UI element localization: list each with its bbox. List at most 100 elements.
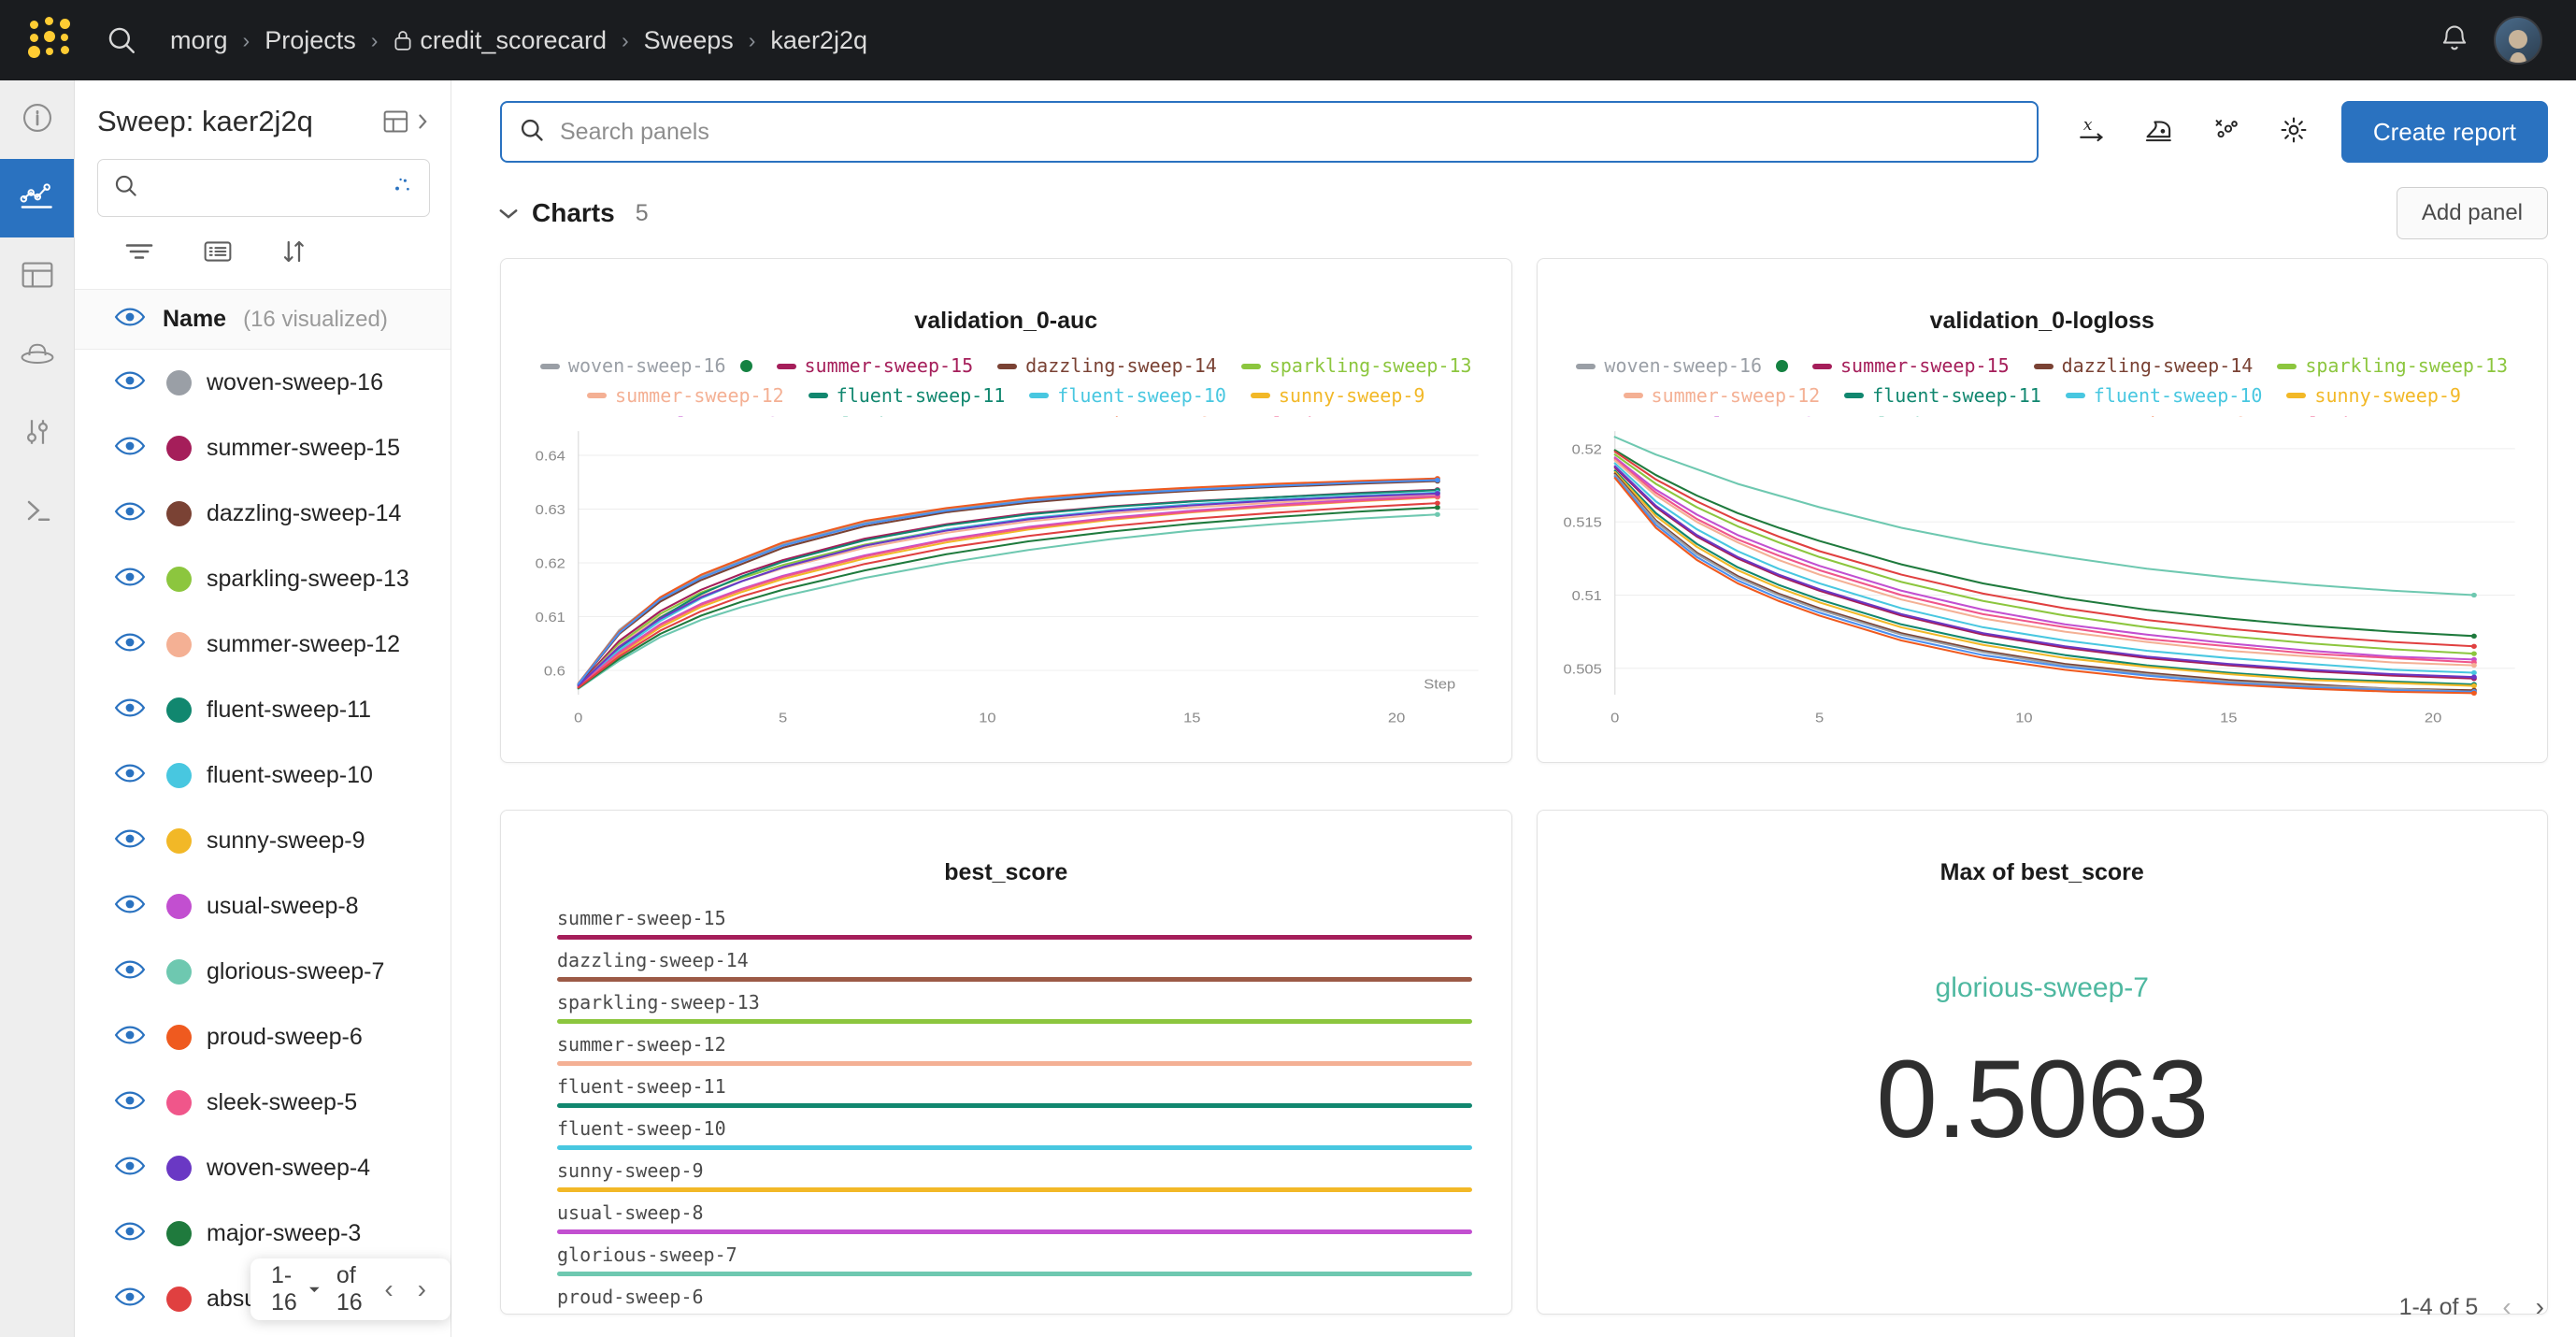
legend-item[interactable]: usual-sweep-8 bbox=[604, 410, 779, 417]
run-list-item[interactable]: summer-sweep-15 bbox=[75, 415, 451, 481]
run-list-item[interactable]: sunny-sweep-9 bbox=[75, 808, 451, 873]
gear-icon[interactable] bbox=[2278, 114, 2310, 151]
bar-chart-row[interactable]: usual-sweep-8 bbox=[557, 1201, 1472, 1234]
runs-list[interactable]: woven-sweep-16 summer-sweep-15 dazzling-sw… bbox=[75, 350, 451, 1337]
breadcrumb-item-project[interactable]: credit_scorecard bbox=[383, 22, 616, 59]
legend-item[interactable]: dazzling-sweep-14 bbox=[997, 352, 1217, 381]
panel-max-best-score[interactable]: Max of best_score glorious-sweep-7 0.506… bbox=[1536, 810, 2548, 1315]
run-list-item[interactable]: sparkling-sweep-13 bbox=[75, 546, 451, 611]
rail-item-charts[interactable] bbox=[0, 159, 74, 237]
run-list-item[interactable]: fluent-sweep-11 bbox=[75, 677, 451, 742]
sort-icon[interactable] bbox=[280, 237, 308, 270]
run-list-item[interactable]: woven-sweep-4 bbox=[75, 1135, 451, 1200]
legend-item[interactable]: usual-sweep-8 bbox=[1640, 410, 1815, 417]
panel-validation-auc[interactable]: validation_0-auc woven-sweep-16 summer-sw… bbox=[500, 258, 1512, 763]
eye-icon[interactable] bbox=[114, 567, 146, 592]
legend-item[interactable]: summer-sweep-15 bbox=[776, 352, 973, 381]
eye-icon[interactable] bbox=[114, 828, 146, 854]
runs-search-input[interactable] bbox=[150, 175, 439, 201]
eye-icon[interactable] bbox=[114, 632, 146, 657]
bar-chart-row[interactable]: summer-sweep-15 bbox=[557, 907, 1472, 940]
chevron-down-icon[interactable] bbox=[498, 201, 519, 225]
eye-icon[interactable] bbox=[114, 959, 146, 985]
run-list-item[interactable]: usual-sweep-8 bbox=[75, 873, 451, 939]
run-list-item[interactable]: dazzling-sweep-14 bbox=[75, 481, 451, 546]
run-list-item[interactable]: woven-sweep-16 bbox=[75, 350, 451, 415]
rail-item-console[interactable] bbox=[0, 473, 74, 552]
legend-item[interactable]: fluent-sweep-10 bbox=[1029, 381, 1226, 411]
eye-icon[interactable] bbox=[114, 1287, 146, 1312]
panel-search-input[interactable] bbox=[560, 118, 2020, 146]
filter-icon[interactable] bbox=[123, 239, 155, 268]
scatter-outliers-icon[interactable] bbox=[2211, 114, 2242, 151]
runs-page-range-dropdown[interactable]: 1-16 bbox=[271, 1262, 320, 1316]
legend-item[interactable]: sleek-sweep-5 bbox=[2269, 410, 2444, 417]
panel-search-box[interactable] bbox=[500, 101, 2039, 163]
iron-smooth-icon[interactable] bbox=[2143, 115, 2175, 150]
bar-chart-row[interactable]: sparkling-sweep-13 bbox=[557, 991, 1472, 1024]
legend-item[interactable]: sunny-sweep-9 bbox=[1250, 381, 1424, 411]
legend-item[interactable]: glorious-sweep-7 bbox=[1839, 410, 2047, 417]
legend-item[interactable]: woven-sweep-16 bbox=[1576, 352, 1788, 381]
add-panel-button[interactable]: Add panel bbox=[2396, 187, 2548, 239]
eye-icon[interactable] bbox=[114, 1221, 146, 1246]
eye-icon[interactable] bbox=[114, 1156, 146, 1181]
bar-chart-row[interactable]: fluent-sweep-11 bbox=[557, 1075, 1472, 1108]
eye-icon[interactable] bbox=[114, 1090, 146, 1115]
eye-icon[interactable] bbox=[114, 370, 146, 395]
runs-search-box[interactable] bbox=[97, 159, 439, 217]
breadcrumb-item-sweeps[interactable]: Sweeps bbox=[643, 25, 734, 54]
legend-item[interactable]: fluent-sweep-11 bbox=[808, 381, 1005, 411]
run-list-item[interactable]: summer-sweep-12 bbox=[75, 611, 451, 677]
legend-item[interactable]: summer-sweep-15 bbox=[1812, 352, 2010, 381]
legend-item[interactable]: fluent-sweep-11 bbox=[1844, 381, 2041, 411]
legend-item[interactable]: sparkling-sweep-13 bbox=[1240, 352, 1472, 381]
eye-icon[interactable] bbox=[114, 697, 146, 723]
chevron-left-icon[interactable]: ‹ bbox=[2502, 1292, 2512, 1321]
eye-icon[interactable] bbox=[114, 763, 146, 788]
panel-best-score[interactable]: best_score summer-sweep-15 dazzling-sweep… bbox=[500, 810, 1512, 1315]
chevron-right-icon[interactable]: › bbox=[2535, 1292, 2544, 1321]
bell-icon[interactable] bbox=[2440, 22, 2469, 59]
eye-icon[interactable] bbox=[114, 501, 146, 526]
legend-item[interactable]: dazzling-sweep-14 bbox=[2033, 352, 2253, 381]
x-axis-icon[interactable]: x bbox=[2076, 114, 2108, 151]
eye-icon[interactable] bbox=[114, 894, 146, 919]
run-list-item[interactable]: glorious-sweep-7 bbox=[75, 939, 451, 1004]
global-search-icon[interactable] bbox=[97, 16, 146, 65]
chevron-left-icon[interactable]: ‹ bbox=[384, 1274, 394, 1303]
panel-layout-icon[interactable] bbox=[382, 108, 430, 136]
rail-item-sweeps[interactable] bbox=[0, 316, 74, 395]
eye-icon[interactable] bbox=[114, 307, 146, 332]
legend-item[interactable]: summer-sweep-12 bbox=[1623, 381, 1820, 411]
legend-item[interactable]: proud-sweep-6 bbox=[1035, 410, 1209, 417]
legend-item[interactable]: summer-sweep-12 bbox=[587, 381, 784, 411]
rail-item-sliders[interactable] bbox=[0, 395, 74, 473]
avatar[interactable] bbox=[2494, 16, 2542, 65]
legend-item[interactable]: glorious-sweep-7 bbox=[803, 410, 1011, 417]
panel-validation-logloss[interactable]: validation_0-logloss woven-sweep-16 summe… bbox=[1536, 258, 2548, 763]
rail-item-table[interactable] bbox=[0, 237, 74, 316]
chevron-right-icon[interactable]: › bbox=[417, 1274, 426, 1303]
bar-chart-row[interactable]: sunny-sweep-9 bbox=[557, 1159, 1472, 1192]
breadcrumb-item-projects[interactable]: Projects bbox=[265, 25, 356, 54]
run-list-item[interactable]: sleek-sweep-5 bbox=[75, 1070, 451, 1135]
create-report-button[interactable]: Create report bbox=[2340, 101, 2548, 163]
run-list-item[interactable]: fluent-sweep-10 bbox=[75, 742, 451, 808]
legend-item[interactable]: sleek-sweep-5 bbox=[1234, 410, 1409, 417]
magic-wand-icon[interactable] bbox=[392, 174, 414, 202]
bar-chart-row[interactable]: dazzling-sweep-14 bbox=[557, 949, 1472, 982]
bar-chart-row[interactable]: fluent-sweep-10 bbox=[557, 1117, 1472, 1150]
bar-chart-row[interactable]: proud-sweep-6 bbox=[557, 1286, 1472, 1314]
run-list-item[interactable]: major-sweep-3 bbox=[75, 1200, 451, 1266]
breadcrumb-item-sweep-id[interactable]: kaer2j2q bbox=[770, 25, 867, 54]
legend-item[interactable]: sunny-sweep-9 bbox=[2286, 381, 2461, 411]
eye-icon[interactable] bbox=[114, 436, 146, 461]
legend-item[interactable]: fluent-sweep-10 bbox=[2065, 381, 2262, 411]
list-icon[interactable] bbox=[202, 238, 234, 269]
eye-icon[interactable] bbox=[114, 1025, 146, 1050]
bar-chart-row[interactable]: summer-sweep-12 bbox=[557, 1033, 1472, 1066]
run-list-item[interactable]: proud-sweep-6 bbox=[75, 1004, 451, 1070]
legend-item[interactable]: sparkling-sweep-13 bbox=[2277, 352, 2508, 381]
legend-item[interactable]: woven-sweep-16 bbox=[539, 352, 752, 381]
